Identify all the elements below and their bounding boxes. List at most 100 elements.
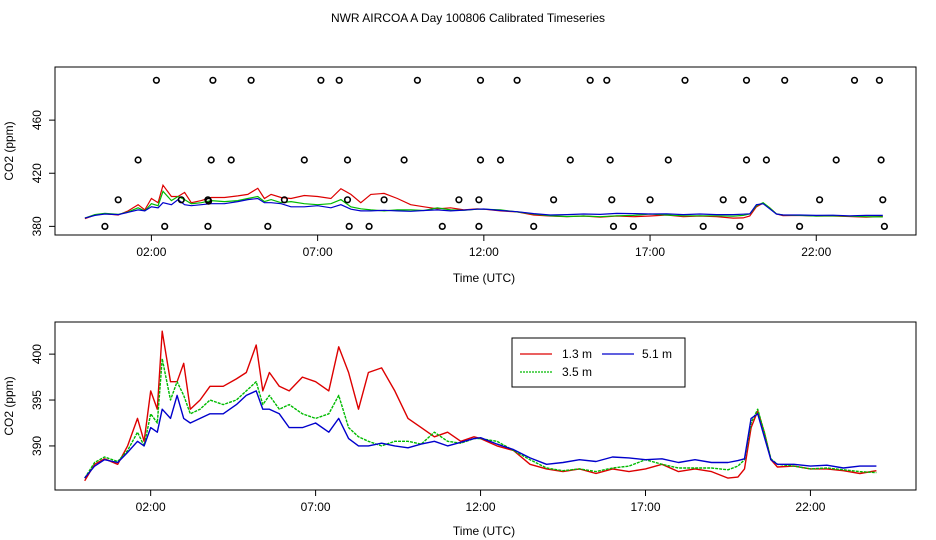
calibration-point <box>513 76 521 84</box>
calibration-point <box>317 76 325 84</box>
calibration-point <box>530 222 538 230</box>
lower-x-axis: 02:00 07:00 12:00 17:00 22:00 <box>136 489 826 514</box>
calibration-point <box>795 222 804 230</box>
legend-box <box>511 337 686 388</box>
lower-series-1-3-m <box>84 330 877 482</box>
lower-x-tick-label: 17:00 <box>630 500 660 514</box>
calibration-point <box>300 156 308 164</box>
calibration-point <box>335 76 343 84</box>
calibration-point <box>603 76 611 84</box>
upper-panel: 02:00 07:00 12:00 17:00 22:00 380 420 460 Time… <box>2 66 917 285</box>
legend: 1.3 m 5.1 m 3.5 m <box>511 337 686 388</box>
calibration-point <box>681 76 689 84</box>
calibration-point <box>549 196 558 204</box>
calibration-point <box>134 156 142 164</box>
calibration-point <box>742 156 751 164</box>
upper-y-tick-label: 380 <box>30 216 44 236</box>
calibration-point <box>413 76 422 84</box>
calibration-point <box>380 196 388 204</box>
calibration-point <box>152 76 160 84</box>
upper-series-1-3-m <box>84 183 883 220</box>
upper-x-tick-label: 07:00 <box>303 245 333 259</box>
upper-x-tick-label: 02:00 <box>136 245 166 259</box>
upper-x-tick-label: 22:00 <box>801 245 831 259</box>
upper-x-tick-label: 12:00 <box>469 245 499 259</box>
calibration-point <box>205 197 213 205</box>
calibration-point <box>496 156 505 164</box>
calibration-point <box>209 76 217 84</box>
calibration-point <box>365 222 373 230</box>
calibration-point <box>227 156 235 164</box>
calibration-point <box>880 222 889 230</box>
calibration-point <box>629 222 638 230</box>
lower-panel: 02:00 07:00 12:00 17:00 22:00 390 395 400 Time… <box>2 321 917 538</box>
upper-x-tick-label: 17:00 <box>635 245 665 259</box>
calibration-point <box>343 156 352 164</box>
calibration-point <box>204 222 212 230</box>
calibration-point <box>742 76 751 84</box>
calibration-point <box>345 222 353 230</box>
calibration-point <box>646 196 654 204</box>
calibration-point <box>476 156 485 164</box>
lower-x-tick-label: 12:00 <box>466 500 496 514</box>
calibration-point <box>586 76 594 84</box>
calibration-point <box>114 196 122 204</box>
calibration-point <box>343 196 352 204</box>
calibration-point <box>101 222 109 230</box>
calibration-point <box>609 222 618 230</box>
calibration-point <box>247 76 255 84</box>
legend-label-1-3m: 1.3 m <box>562 347 592 361</box>
upper-y-axis: 380 420 460 <box>30 110 56 236</box>
calibration-point <box>699 222 707 230</box>
figure-title: NWR AIRCOA A Day 100806 Calibrated Times… <box>331 11 605 25</box>
upper-y-tick-label: 460 <box>30 110 44 130</box>
calibration-point <box>762 156 771 164</box>
lower-x-tick-label: 07:00 <box>301 500 331 514</box>
lower-x-tick-label: 02:00 <box>136 500 166 514</box>
upper-calibration-points <box>101 76 889 230</box>
upper-x-axis-label: Time (UTC) <box>453 271 515 285</box>
calibration-point <box>177 196 185 204</box>
lower-x-tick-label: 22:00 <box>795 500 825 514</box>
calibration-point <box>879 196 887 204</box>
lower-y-tick-label: 395 <box>30 390 44 410</box>
calibration-point <box>438 222 446 230</box>
calibration-point <box>877 156 885 164</box>
calibration-point <box>475 222 483 230</box>
calibration-point <box>815 196 824 204</box>
calibration-point <box>736 222 744 230</box>
legend-label-3-5m: 3.5 m <box>562 365 592 379</box>
lower-y-axis: 390 395 400 <box>30 344 56 456</box>
upper-y-tick-label: 420 <box>30 163 44 183</box>
calibration-point <box>207 156 215 164</box>
calibration-point <box>875 76 884 84</box>
calibration-point <box>606 156 614 164</box>
lower-y-tick-label: 390 <box>30 436 44 456</box>
calibration-point <box>850 76 859 84</box>
calibration-point <box>400 156 408 164</box>
upper-x-axis: 02:00 07:00 12:00 17:00 22:00 <box>136 234 832 259</box>
calibration-point <box>476 76 485 84</box>
lower-series-5-1-m <box>84 390 877 479</box>
calibration-point <box>719 196 727 204</box>
legend-label-5-1m: 5.1 m <box>642 347 672 361</box>
calibration-point <box>608 196 616 204</box>
calibration-point <box>264 222 272 230</box>
calibration-point <box>664 156 672 164</box>
lower-y-tick-label: 400 <box>30 344 44 364</box>
calibration-point <box>781 76 789 84</box>
calibration-point <box>455 196 463 204</box>
lower-series-3-5-m <box>84 358 877 479</box>
upper-y-axis-label: CO2 (ppm) <box>2 121 16 180</box>
calibration-point <box>739 196 747 204</box>
lower-series-layer <box>84 330 877 482</box>
upper-series-layer <box>84 183 883 220</box>
lower-y-axis-label: CO2 (ppm) <box>2 376 16 435</box>
calibration-point <box>280 196 289 204</box>
lower-x-axis-label: Time (UTC) <box>453 524 515 538</box>
calibration-point <box>161 222 169 230</box>
calibration-point <box>566 156 574 164</box>
calibration-point <box>475 196 483 204</box>
calibration-point <box>832 156 840 164</box>
